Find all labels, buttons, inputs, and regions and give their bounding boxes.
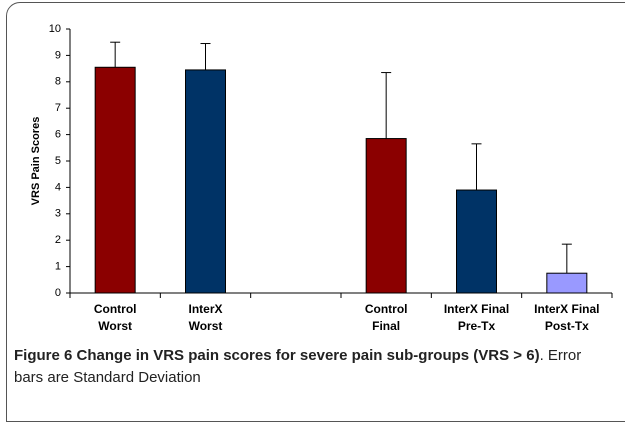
- x-tick-label: Control Worst: [93, 302, 137, 333]
- bar: [546, 272, 588, 294]
- x-tick-label: InterX Worst: [188, 302, 223, 333]
- x-tick-label: InterX Final Pre-Tx: [443, 302, 510, 333]
- bar: [185, 69, 226, 294]
- y-tick-label: 0: [55, 287, 61, 299]
- y-tick-label: 2: [55, 234, 61, 246]
- bar: [456, 189, 497, 294]
- y-tick-label: 7: [55, 102, 61, 114]
- caption-text: . Error bars are Standard Deviation: [14, 347, 582, 386]
- y-tick-label: 10: [49, 23, 61, 35]
- bar: [365, 138, 407, 294]
- y-tick-label: 4: [55, 181, 61, 193]
- y-tick-label: 9: [55, 49, 61, 61]
- caption-label: Figure 6: [14, 347, 73, 364]
- chart: VRS Pain Scores 0 1 2 3 4 5 6 7 8 9 10: [30, 23, 613, 299]
- y-tick-label: 1: [55, 261, 61, 273]
- x-tick-label: Control Final: [364, 302, 408, 333]
- figure-frame: [6, 2, 625, 422]
- y-tick-label: 6: [55, 129, 61, 141]
- y-tick-label: 5: [55, 155, 61, 167]
- y-tick-label: 3: [55, 208, 61, 220]
- bar: [94, 66, 136, 294]
- x-tick-label: InterX Final Post-Tx: [534, 302, 600, 333]
- caption: Figure 6 Change in VRS pain scores for s…: [14, 345, 614, 389]
- caption-title: Change in VRS pain scores for severe pai…: [76, 347, 540, 364]
- y-axis-label: VRS Pain Scores: [30, 117, 42, 206]
- y-tick-label: 8: [55, 76, 61, 88]
